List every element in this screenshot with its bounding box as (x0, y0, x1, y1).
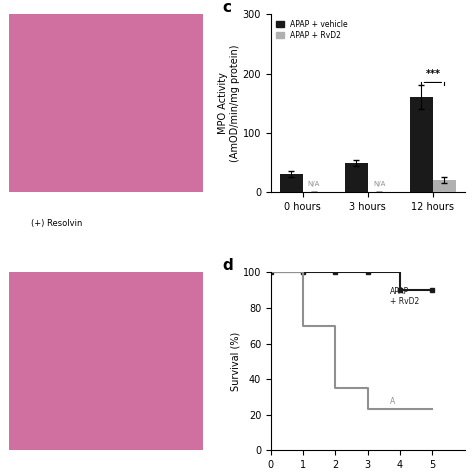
Bar (410, 97, 433, 192)
Y-axis label: Survival (%): Survival (%) (230, 332, 240, 391)
Legend: APAP + vehicle, APAP + RvD2: APAP + vehicle, APAP + RvD2 (275, 18, 349, 41)
Text: ***: *** (425, 70, 440, 80)
Text: (+) Resolvin: (+) Resolvin (31, 219, 82, 228)
Bar (433, 180, 456, 192)
Text: d: d (222, 258, 233, 273)
Bar (345, 163, 368, 192)
Text: A: A (390, 397, 395, 406)
Text: N/A: N/A (308, 182, 320, 187)
Text: APAP
+ RvD2: APAP + RvD2 (390, 287, 419, 306)
Bar (280, 174, 302, 192)
Text: N/A: N/A (373, 182, 385, 187)
Text: c: c (222, 0, 231, 15)
Y-axis label: MPO Activity
(AmOD/min/mg protein): MPO Activity (AmOD/min/mg protein) (219, 45, 240, 162)
